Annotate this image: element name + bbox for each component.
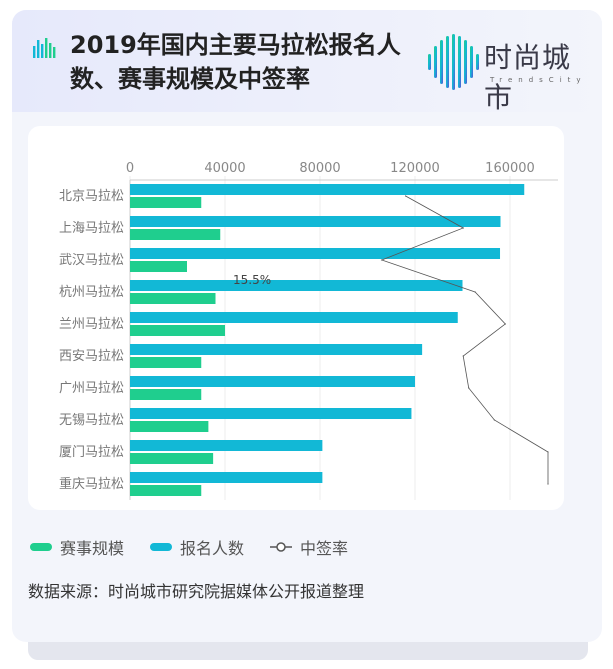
rate-point [474, 291, 476, 293]
category-label: 上海马拉松 [59, 221, 124, 236]
bar-registrants [130, 216, 501, 227]
x-tick-label: 120000 [390, 161, 440, 176]
logo-text: 时尚城市 [484, 41, 572, 114]
data-source: 数据来源：时尚城市研究院据媒体公开报道整理 [28, 582, 365, 601]
category-label: 武汉马拉松 [59, 253, 124, 268]
legend-item-registrants: 报名人数 [150, 535, 244, 559]
logo-mark-icon [428, 34, 479, 90]
bar-registrants [130, 472, 323, 483]
legend-swatch-scale [30, 543, 52, 551]
legend-item-scale: 赛事规模 [30, 535, 124, 559]
category-label: 广州马拉松 [59, 381, 124, 396]
card-shadow [28, 640, 588, 660]
category-label: 西安马拉松 [59, 349, 124, 364]
bar-registrants [130, 344, 423, 355]
x-tick-label: 80000 [299, 161, 340, 176]
x-tick-label: 160000 [485, 161, 535, 176]
data-label: 15.5% [233, 273, 271, 287]
category-label: 无锡马拉松 [59, 413, 124, 428]
bar-scale [130, 325, 225, 336]
bar-scale [130, 357, 202, 368]
x-tick-label: 40000 [204, 161, 245, 176]
rate-point [547, 451, 549, 453]
bar-scale [130, 197, 202, 208]
rate-point [462, 355, 464, 357]
rate-point [462, 227, 464, 229]
bar-registrants [130, 248, 501, 259]
rate-point [381, 259, 383, 261]
rate-point [405, 195, 407, 197]
x-tick-label: 0 [126, 161, 134, 176]
category-label: 杭州马拉松 [59, 285, 124, 300]
rate-line [380, 195, 549, 484]
rate-point [547, 483, 549, 485]
legend: 赛事规模 报名人数 中签率 [30, 536, 374, 558]
bar-chart-icon [33, 38, 56, 58]
bar-registrants [130, 280, 463, 291]
category-label: 重庆马拉松 [59, 476, 124, 492]
rate-point [493, 419, 495, 421]
rate-point [504, 323, 506, 325]
bar-registrants [130, 440, 323, 451]
legend-item-rate: 中签率 [270, 535, 348, 559]
legend-swatch-registrants [150, 543, 173, 551]
page-title: 2019年国内主要马拉松报名人数、赛事规模及中签率 [70, 31, 401, 93]
header: 2019年国内主要马拉松报名人数、赛事规模及中签率 [12, 10, 602, 114]
category-label: 厦门马拉松 [59, 445, 124, 460]
category-label: 兰州马拉松 [59, 317, 124, 332]
bar-scale [130, 453, 214, 464]
bar-scale [130, 421, 209, 432]
bar-registrants [130, 312, 458, 323]
rate-point [468, 387, 470, 389]
bar-chart: 0 40000 80000 120000 160000 北京马拉松上海马拉松武汉马拉松杭州… [59, 161, 558, 500]
category-label: 北京马拉松 [59, 189, 124, 204]
bar-registrants [130, 408, 412, 419]
legend-label-registrants: 报名人数 [180, 539, 245, 558]
bar-registrants [130, 376, 415, 387]
bar-registrants [130, 184, 525, 195]
bar-scale [130, 293, 216, 304]
bar-scale [130, 485, 202, 496]
circle-line-icon [270, 542, 293, 552]
bar-scale [130, 229, 221, 240]
brand-logo: 时尚城市 TrendsCity [426, 32, 596, 114]
logo-subtext: TrendsCity [490, 76, 587, 84]
legend-label-scale: 赛事规模 [60, 539, 125, 558]
bar-scale [130, 261, 187, 272]
chart-panel: 0 40000 80000 120000 160000 北京马拉松上海马拉松武汉马拉松杭州… [28, 126, 564, 510]
legend-label-rate: 中签率 [300, 539, 349, 558]
bar-scale [130, 389, 202, 400]
